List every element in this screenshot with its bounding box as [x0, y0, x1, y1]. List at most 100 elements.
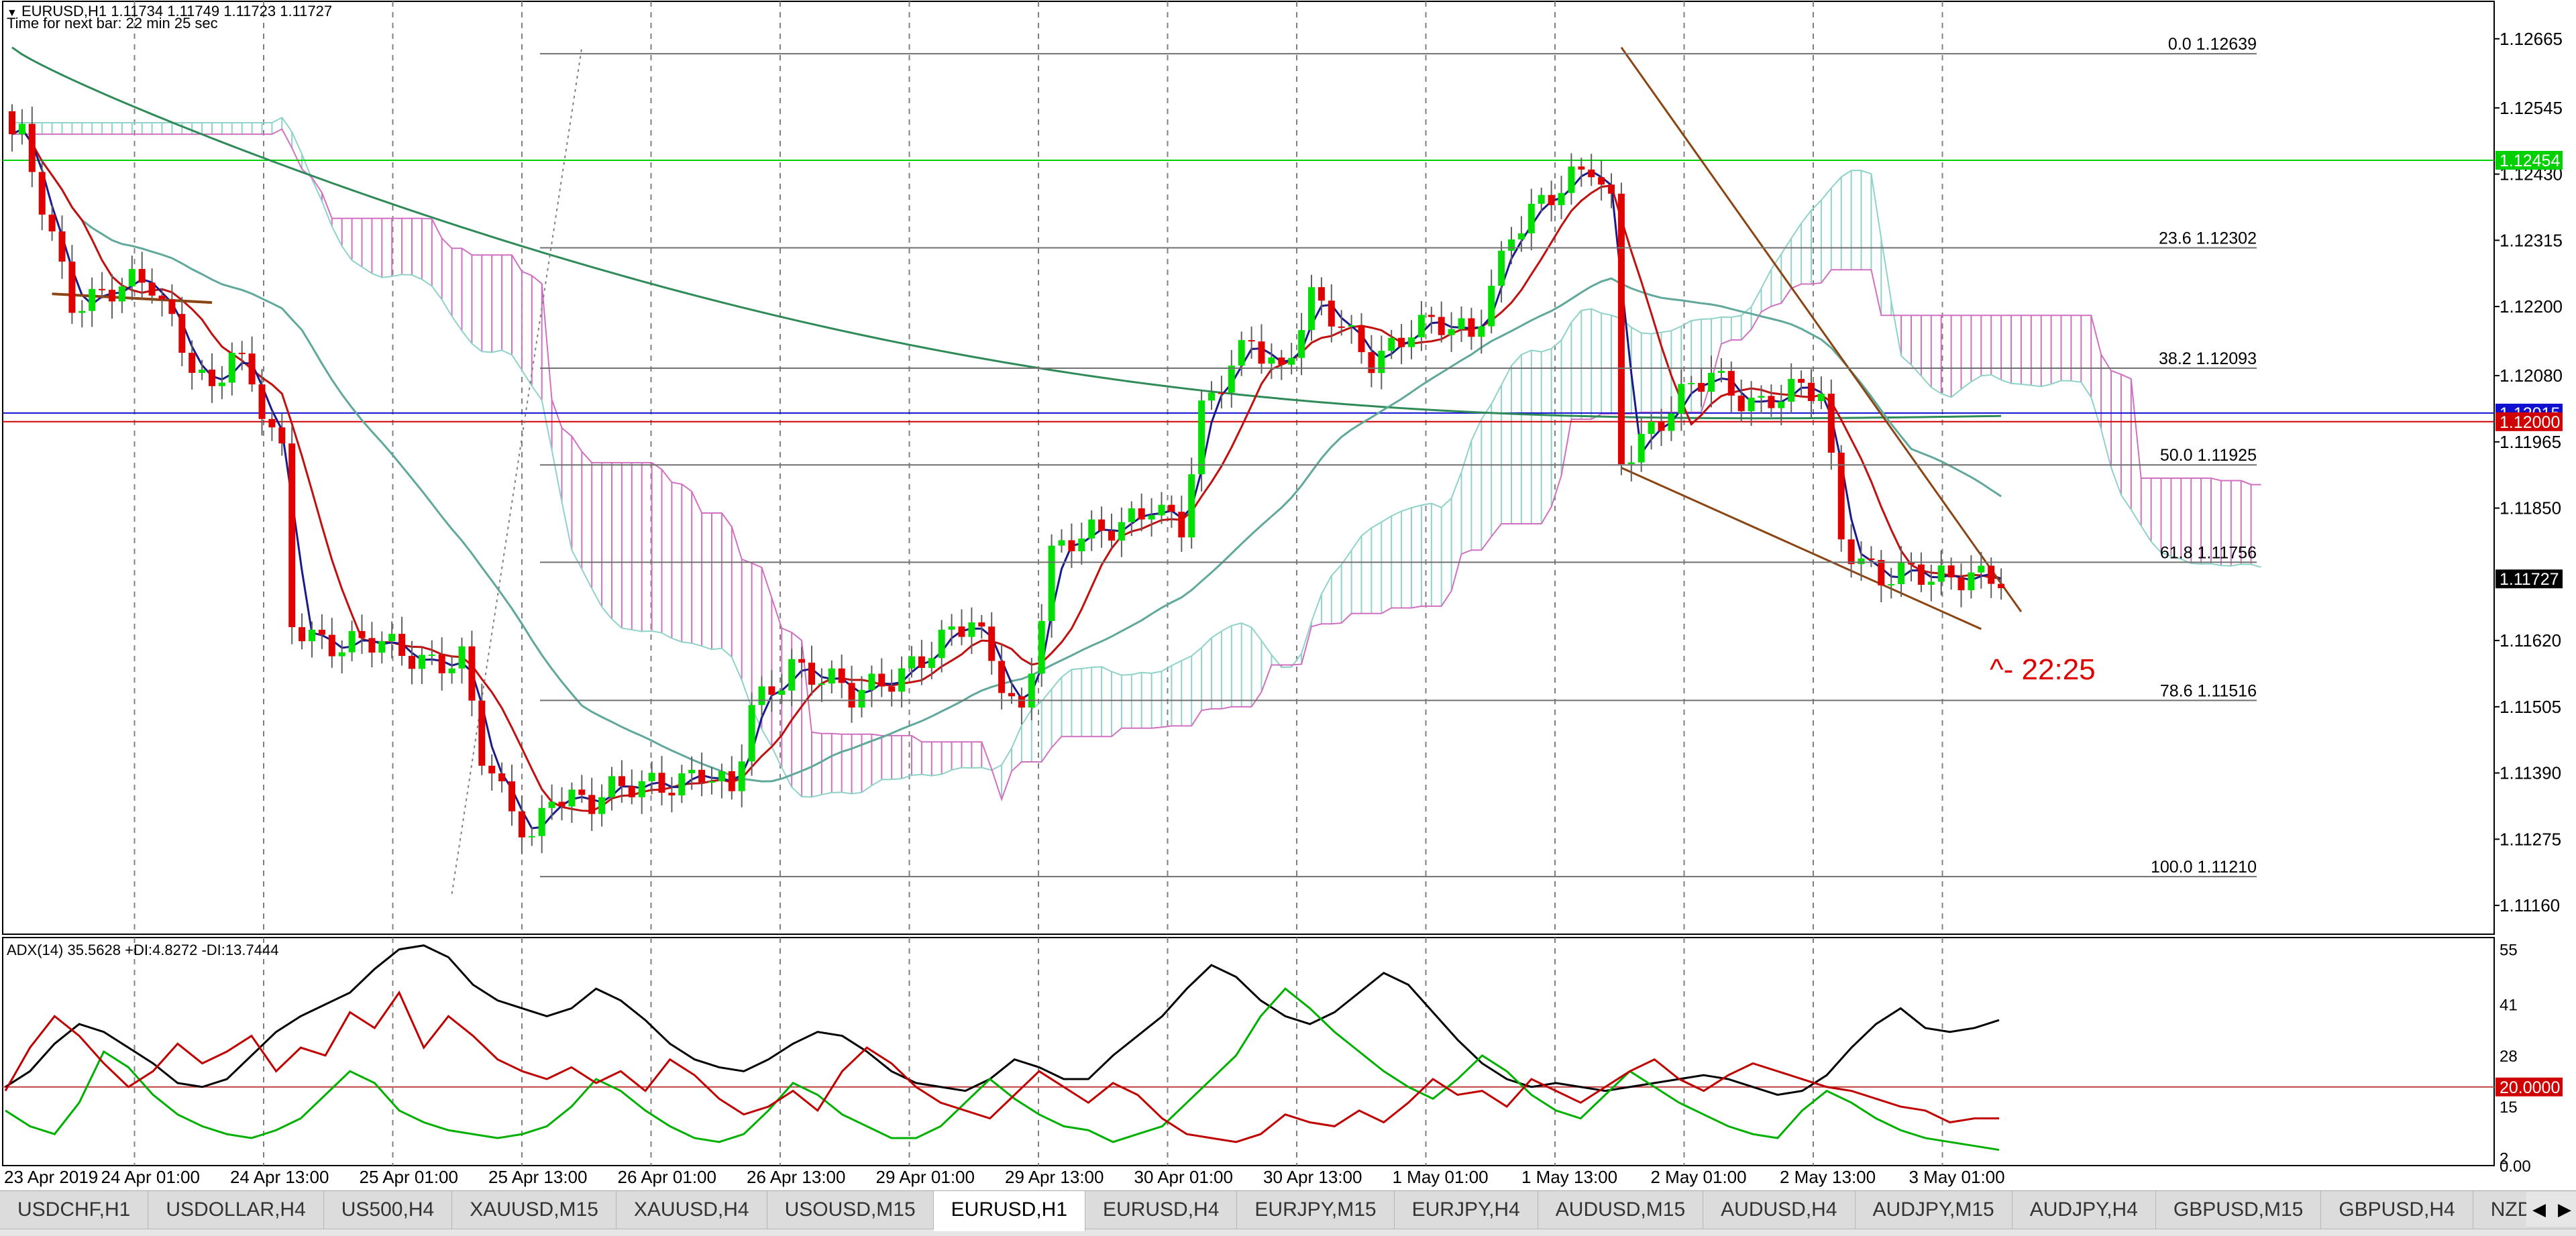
candle-body	[838, 668, 845, 683]
tab-usdollar-h4[interactable]: USDOLLAR,H4	[148, 1191, 324, 1229]
candle-body	[1927, 581, 1935, 585]
adx-series-line	[5, 987, 2000, 1151]
tab-audusd-m15[interactable]: AUDUSD,M15	[1538, 1191, 1704, 1229]
candle-body	[1998, 583, 2005, 589]
candle-body	[1258, 341, 1265, 364]
candle-body	[18, 123, 25, 135]
candle-body	[868, 673, 875, 690]
candle-body	[468, 646, 476, 701]
tab-eurjpy-h4[interactable]: EURJPY,H4	[1394, 1191, 1538, 1229]
candle-body	[1538, 194, 1545, 204]
candle-body	[778, 690, 786, 695]
candle-body	[438, 655, 445, 673]
candle-body	[209, 370, 215, 386]
tab-audjpy-m15[interactable]: AUDJPY,M15	[1855, 1191, 2012, 1229]
tab-audusd-h4[interactable]: AUDUSD,H4	[1703, 1191, 1856, 1229]
candle-body	[638, 781, 645, 797]
tab-xauusd-h4[interactable]: XAUUSD,H4	[616, 1191, 767, 1229]
fib-baseline	[451, 47, 583, 895]
candle-body	[1308, 287, 1315, 331]
tab-us500-h4[interactable]: US500,H4	[323, 1191, 453, 1229]
candle-body	[1417, 315, 1425, 338]
tab-eurusd-h1[interactable]: EURUSD,H1	[933, 1191, 1086, 1231]
candle-body	[1088, 519, 1095, 539]
tab-eurusd-h4[interactable]: EURUSD,H4	[1085, 1191, 1238, 1229]
candle-body	[618, 776, 625, 787]
tab-gbpusd-m15[interactable]: GBPUSD,M15	[2155, 1191, 2322, 1229]
tab-xauusd-m15[interactable]: XAUUSD,M15	[452, 1191, 616, 1229]
candle-body	[1438, 317, 1445, 335]
candle-body	[808, 663, 815, 685]
candle-body	[1478, 326, 1485, 337]
candle-body	[1468, 318, 1475, 337]
candle-body	[1937, 565, 1945, 582]
candle-body	[1527, 203, 1535, 233]
tabs-scroll-right-icon[interactable]: ▶	[2552, 1192, 2576, 1227]
adx-series-line	[5, 944, 2000, 1097]
candle-body	[1698, 383, 1705, 392]
chart-tabs: USDCHF,H1 USDOLLAR,H4 US500,H4 XAUUSD,M15 XA…	[0, 1190, 2576, 1236]
candle-body	[68, 262, 76, 313]
candle-body	[1388, 337, 1395, 351]
fib-label: 78.6 1.11516	[2160, 681, 2257, 700]
candle-body	[1248, 340, 1255, 342]
candle-body	[1827, 394, 1835, 453]
price-label: 1.12545	[2500, 98, 2563, 118]
symbol-line: EURUSD,H1 1.11734 1.11749 1.11723 1.1172…	[21, 3, 333, 19]
tab-usdchf-h1[interactable]: USDCHF,H1	[0, 1191, 149, 1229]
candle-body	[1148, 515, 1155, 520]
candle-body	[1458, 318, 1465, 329]
tab-gbpusd-h4[interactable]: GBPUSD,H4	[2321, 1191, 2473, 1229]
candle-body	[398, 634, 406, 657]
price-tag	[2496, 569, 2563, 589]
candle-body	[898, 668, 906, 692]
candle-body	[378, 640, 386, 653]
candle-body	[1098, 519, 1106, 531]
tab-eurjpy-m15[interactable]: EURJPY,M15	[1237, 1191, 1395, 1229]
candle-body	[1578, 166, 1585, 170]
candle-body	[1968, 572, 1975, 591]
tab-usousd-m15[interactable]: USOUSD,M15	[767, 1191, 934, 1229]
candle-body	[1078, 538, 1085, 552]
candle-body	[48, 215, 56, 232]
time-label: 1 May 13:00	[1521, 1167, 1617, 1187]
adx-level-tag	[2496, 1077, 2563, 1097]
candle-body	[1708, 373, 1715, 392]
tabs-scroll-left-icon[interactable]: ◀	[2526, 1192, 2552, 1227]
candle-body	[548, 801, 555, 808]
fib-label: 61.8 1.11756	[2160, 543, 2257, 562]
tab-audjpy-h4[interactable]: AUDJPY,H4	[2012, 1191, 2156, 1229]
chart-canvas[interactable]: 0.0 1.12639 23.6 1.12302 38.2 1.12093 50.0 …	[0, 0, 2576, 1190]
candle-body	[858, 689, 865, 708]
bar-timer: Time for next bar: 22 min 25 sec	[7, 15, 218, 32]
candle-body	[1768, 396, 1775, 408]
price-tag-label: 1.12454	[2500, 152, 2560, 170]
candle-body	[199, 370, 206, 373]
candle-body	[708, 781, 715, 783]
candle-body	[1588, 169, 1595, 178]
fib-label: 100.0 1.11210	[2151, 858, 2257, 877]
candle-body	[1398, 337, 1405, 347]
candle-body	[1878, 559, 1885, 585]
collapse-triangle-icon[interactable]: ▼	[7, 7, 17, 19]
candle-body	[38, 172, 46, 215]
candle-body	[1678, 384, 1685, 414]
candle-body	[788, 659, 796, 691]
price-tag-label: 1.12000	[2500, 413, 2560, 432]
time-label: 24 Apr 01:00	[101, 1167, 200, 1187]
time-label: 2 May 01:00	[1651, 1167, 1747, 1187]
cloud-span-a	[12, 116, 2261, 798]
candle-body	[1058, 540, 1065, 546]
candle-body	[1668, 413, 1675, 431]
adx-frame	[2, 937, 2495, 1166]
adx-tick-label: 0.00	[2500, 1158, 2531, 1176]
adx-header: ADX(14) 35.5628 +DI:4.8272 -DI:13.7444	[7, 942, 279, 958]
time-label: 30 Apr 13:00	[1263, 1167, 1362, 1187]
candle-body	[58, 231, 66, 262]
candle-body	[428, 655, 435, 657]
price-tag	[2496, 412, 2563, 431]
fib-label: 50.0 1.11925	[2160, 446, 2257, 465]
candle-body	[1947, 565, 1955, 578]
time-label: 29 Apr 13:00	[1005, 1167, 1104, 1187]
